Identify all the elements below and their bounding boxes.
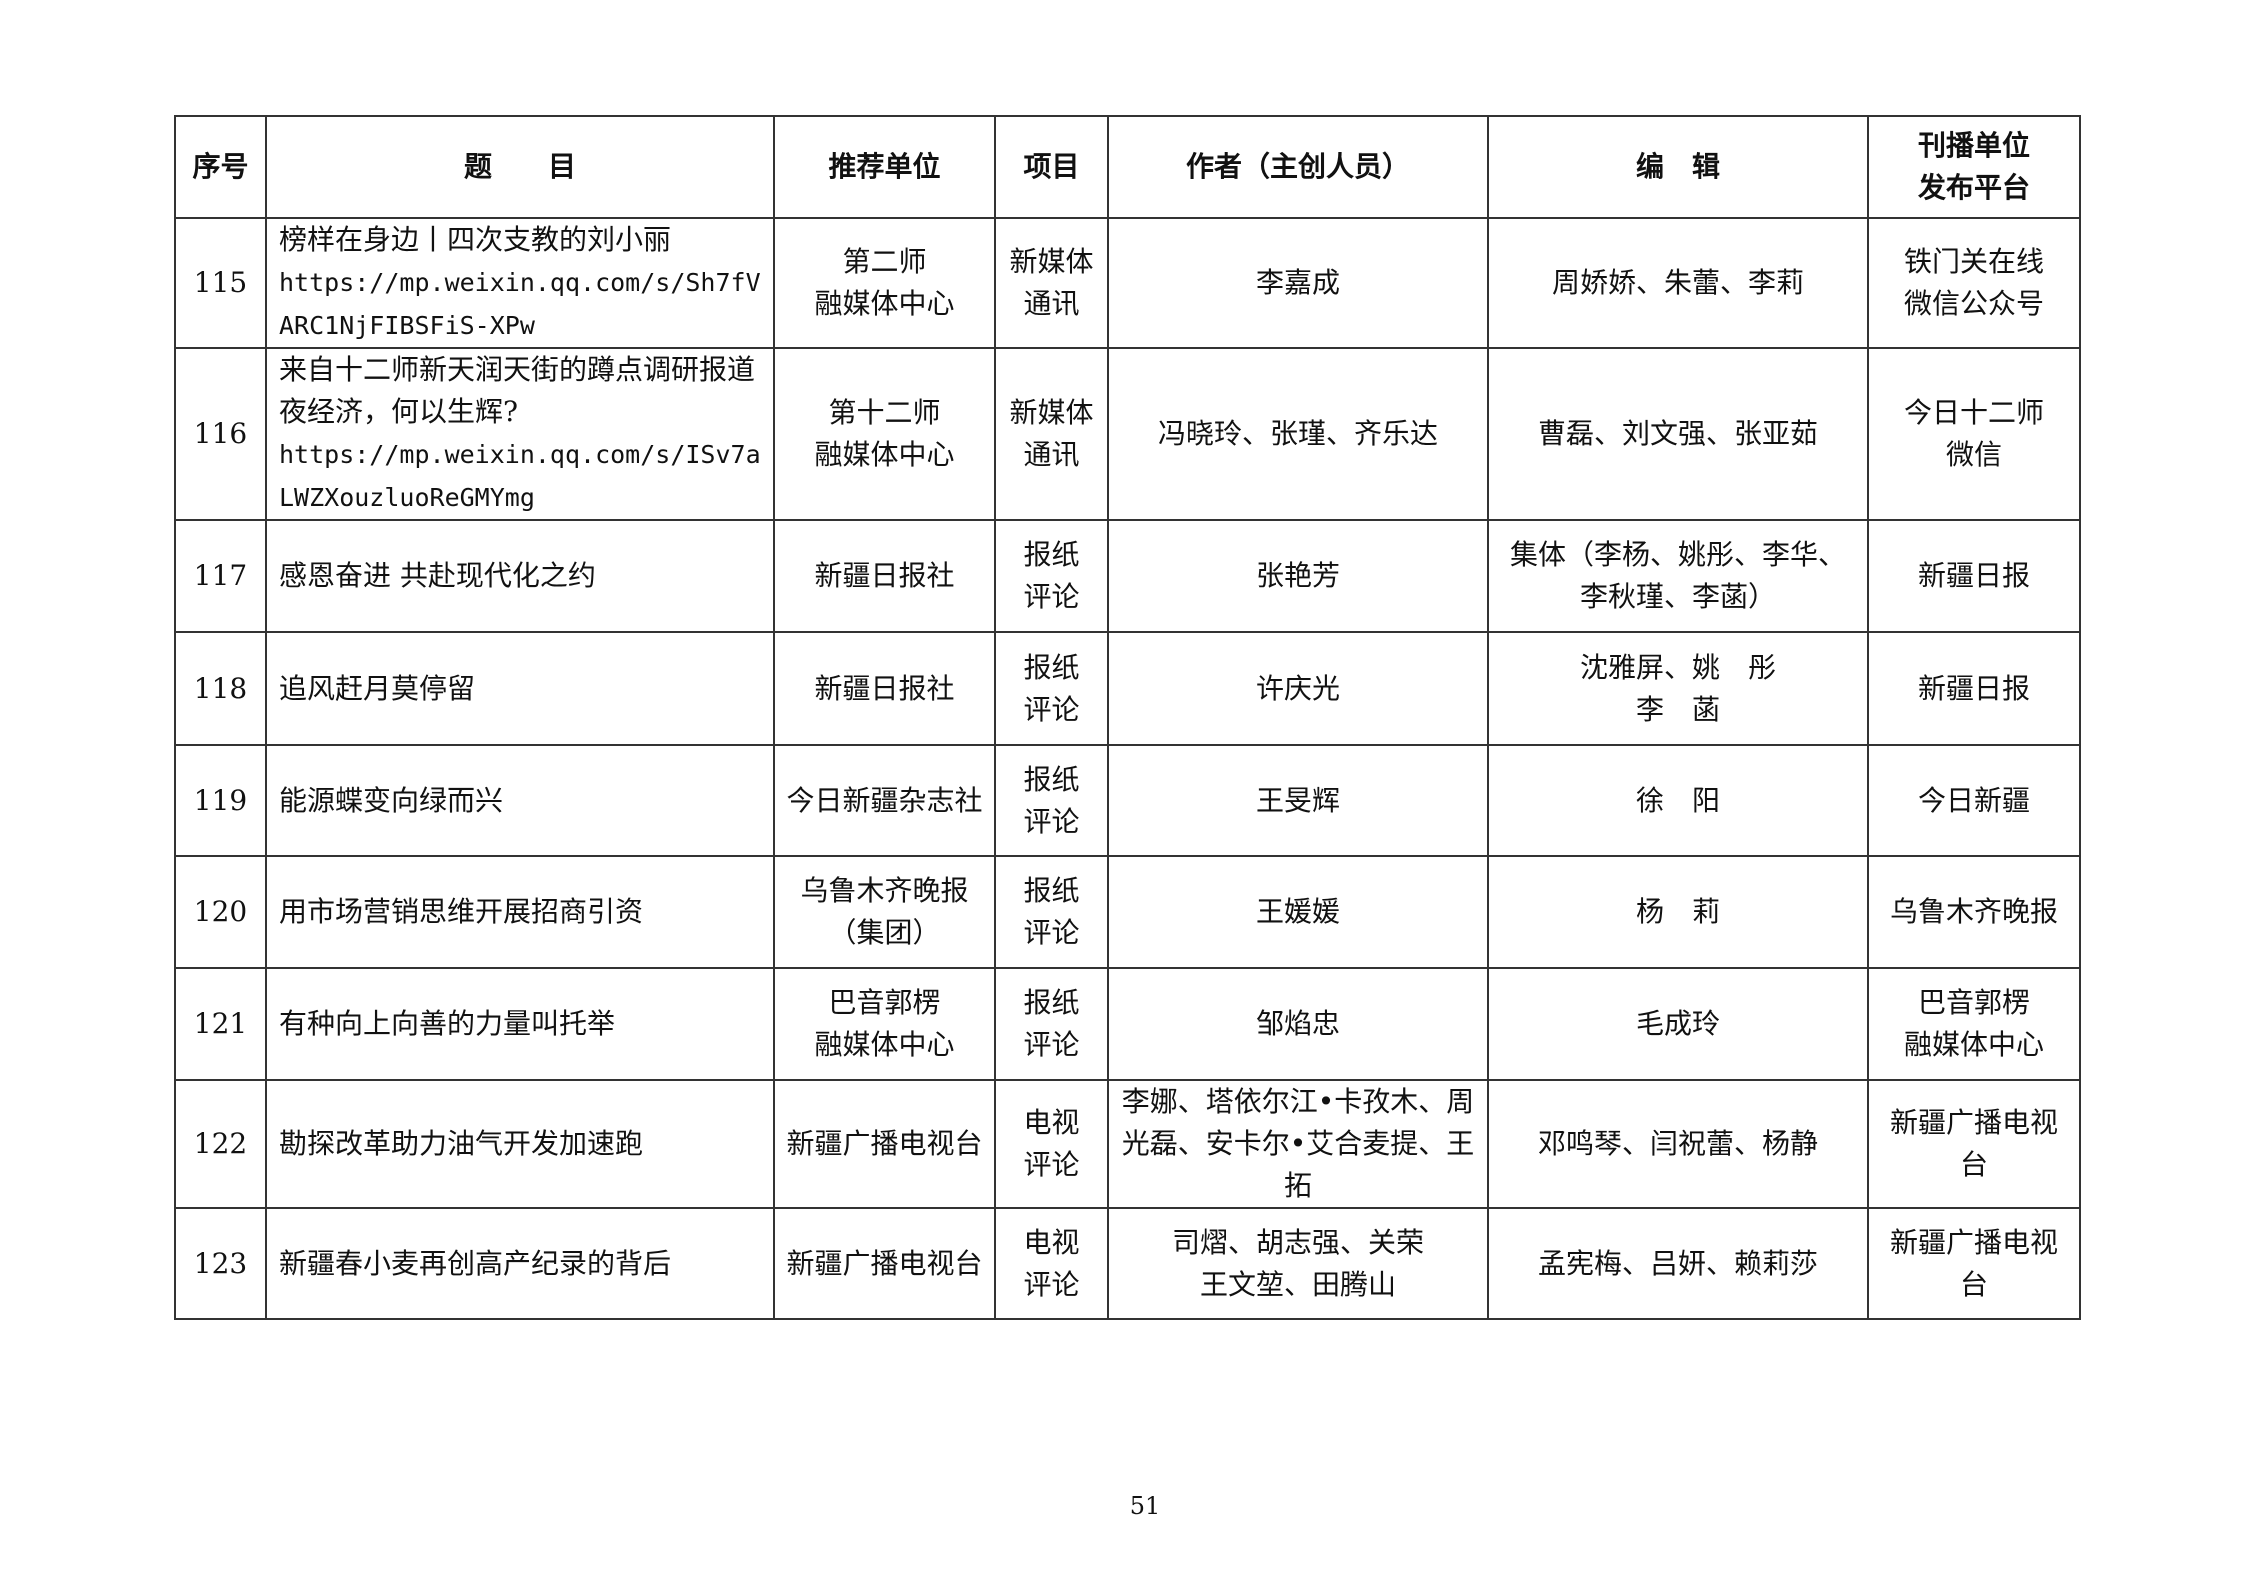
article-link[interactable]: https://mp.weixin.qq.com/s/Sh7fVARC1NjFI…: [279, 268, 761, 340]
title-text: 用市场营销思维开展招商引资: [279, 895, 644, 928]
cell-author: 王媛媛: [1107, 855, 1489, 969]
cell-editor: 徐 阳: [1487, 744, 1869, 857]
header-number: 序号: [174, 115, 267, 219]
header-unit: 推荐单位: [773, 115, 996, 219]
header-platform: 刊播单位 发布平台: [1867, 115, 2081, 219]
cell-editor: 曹磊、刘文强、张亚茹: [1487, 347, 1869, 521]
cell-author: 李嘉成: [1107, 217, 1489, 349]
title-text: 能源蝶变向绿而兴: [279, 783, 504, 817]
cell-number: 123: [174, 1207, 267, 1320]
table-row: 120 用市场营销思维开展招商引资 乌鲁木齐晚报 （集团） 报纸 评论 王媛媛杨 莉乌鲁…: [174, 855, 2081, 969]
cell-unit: 第二师 融媒体中心: [773, 217, 996, 349]
cell-title: 用市场营销思维开展招商引资: [265, 855, 775, 969]
cell-title: 感恩奋进 共赴现代化之约: [265, 519, 775, 633]
table-row: 118 追风赶月莫停留 新疆日报社 报纸 评论 许庆光 沈雅屏、姚 彤 李 菡新疆日报: [174, 631, 2081, 746]
cell-item: 报纸 评论: [994, 967, 1109, 1081]
table-row: 115 榜样在身边丨四次支教的刘小丽 https://mp.weixin.qq.co…: [174, 217, 2081, 349]
cell-editor: 毛成玲: [1487, 967, 1869, 1081]
cell-title: 有种向上向善的力量叫托举: [265, 967, 775, 1081]
cell-title: 能源蝶变向绿而兴: [265, 744, 775, 857]
cell-unit: 新疆广播电视台: [773, 1079, 996, 1209]
cell-item: 报纸 评论: [994, 744, 1109, 857]
cell-author: 张艳芳: [1107, 519, 1489, 633]
cell-title: 来自十二师新天润天街的蹲点调研报道 夜经济，何以生辉? https://mp.we…: [265, 347, 775, 521]
title-text: 追风赶月莫停留: [279, 671, 476, 705]
cell-number: 120: [174, 855, 267, 969]
cell-platform: 今日新疆: [1867, 744, 2081, 857]
cell-number: 119: [174, 744, 267, 857]
cell-title: 榜样在身边丨四次支教的刘小丽 https://mp.weixin.qq.com/s…: [265, 217, 775, 349]
cell-title: 新疆春小麦再创高产纪录的背后: [265, 1207, 775, 1320]
table-row: 117 感恩奋进 共赴现代化之约 新疆日报社 报纸 评论 张艳芳 集体（李杨、姚彤、李华、…: [174, 519, 2081, 633]
cell-author: 许庆光: [1107, 631, 1489, 746]
cell-item: 电视 评论: [994, 1207, 1109, 1320]
page-number: 51: [1129, 1492, 1161, 1520]
cell-item: 报纸 评论: [994, 855, 1109, 969]
cell-editor: 邓鸣琴、闫祝蕾、杨静: [1487, 1079, 1869, 1209]
header-item: 项目: [994, 115, 1109, 219]
cell-editor: 孟宪梅、吕妍、赖莉莎: [1487, 1207, 1869, 1320]
cell-platform: 今日十二师 微信: [1867, 347, 2081, 521]
cell-platform: 铁门关在线 微信公众号: [1867, 217, 2081, 349]
cell-platform: 新疆日报: [1867, 519, 2081, 633]
header-row: 序号 题 目 推荐单位 项目 作者（主创人员） 编 辑 刊播单位 发布平台: [174, 115, 2081, 219]
cell-unit: 第十二师 融媒体中心: [773, 347, 996, 521]
cell-number: 122: [174, 1079, 267, 1209]
cell-editor: 周娇娇、朱蕾、李莉: [1487, 217, 1869, 349]
cell-item: 电视 评论: [994, 1079, 1109, 1209]
table-row: 123 新疆春小麦再创高产纪录的背后 新疆广播电视台 电视 评论 司熠、胡志强、关荣 王…: [174, 1207, 2081, 1320]
header-editor: 编 辑: [1487, 115, 1869, 219]
cell-item: 新媒体 通讯: [994, 217, 1109, 349]
cell-unit: 新疆日报社: [773, 519, 996, 633]
cell-platform: 巴音郭楞 融媒体中心: [1867, 967, 2081, 1081]
cell-number: 117: [174, 519, 267, 633]
cell-number: 115: [174, 217, 267, 349]
table-row: 119 能源蝶变向绿而兴 今日新疆杂志社 报纸 评论 王旻辉徐 阳今日新疆: [174, 744, 2081, 857]
awards-table: 序号 题 目 推荐单位 项目 作者（主创人员） 编 辑 刊播单位 发布平台 11…: [174, 115, 2081, 1320]
cell-unit: 巴音郭楞 融媒体中心: [773, 967, 996, 1081]
cell-unit: 新疆日报社: [773, 631, 996, 746]
cell-author: 冯晓玲、张瑾、齐乐达: [1107, 347, 1489, 521]
cell-platform: 新疆广播电视台: [1867, 1207, 2081, 1320]
cell-editor: 沈雅屏、姚 彤 李 菡: [1487, 631, 1869, 746]
cell-item: 报纸 评论: [994, 519, 1109, 633]
cell-platform: 新疆广播电视台: [1867, 1079, 2081, 1209]
title-text: 榜样在身边丨四次支教的刘小丽: [279, 223, 672, 256]
cell-item: 新媒体 通讯: [994, 347, 1109, 521]
cell-item: 报纸 评论: [994, 631, 1109, 746]
cell-author: 李娜、塔依尔江•卡孜木、周光磊、安卡尔•艾合麦提、王拓: [1107, 1079, 1489, 1209]
cell-author: 邹焰忠: [1107, 967, 1489, 1081]
title-text: 新疆春小麦再创高产纪录的背后: [279, 1246, 672, 1280]
cell-unit: 今日新疆杂志社: [773, 744, 996, 857]
table-row: 116 来自十二师新天润天街的蹲点调研报道 夜经济，何以生辉? https://mp…: [174, 347, 2081, 521]
cell-editor: 集体（李杨、姚彤、李华、李秋瑾、李菡）: [1487, 519, 1869, 633]
cell-platform: 乌鲁木齐晚报: [1867, 855, 2081, 969]
cell-editor: 杨 莉: [1487, 855, 1869, 969]
cell-author: 王旻辉: [1107, 744, 1489, 857]
title-text: 勘探改革助力油气开发加速跑: [279, 1127, 644, 1160]
header-author: 作者（主创人员）: [1107, 115, 1489, 219]
title-text: 来自十二师新天润天街的蹲点调研报道 夜经济，何以生辉?: [279, 353, 756, 428]
cell-title: 勘探改革助力油气开发加速跑: [265, 1079, 775, 1209]
table-row: 121 有种向上向善的力量叫托举 巴音郭楞 融媒体中心 报纸 评论 邹焰忠 毛成玲 巴音郭楞…: [174, 967, 2081, 1081]
cell-number: 118: [174, 631, 267, 746]
title-text: 有种向上向善的力量叫托举: [279, 1007, 616, 1040]
cell-number: 121: [174, 967, 267, 1081]
title-text: 感恩奋进 共赴现代化之约: [279, 559, 596, 592]
header-title: 题 目: [265, 115, 775, 219]
cell-author: 司熠、胡志强、关荣 王文堃、田腾山: [1107, 1207, 1489, 1320]
table-row: 122 勘探改革助力油气开发加速跑 新疆广播电视台 电视 评论 李娜、塔依尔江•卡孜木、…: [174, 1079, 2081, 1209]
cell-platform: 新疆日报: [1867, 631, 2081, 746]
article-link[interactable]: https://mp.weixin.qq.com/s/ISv7aLWZXouzl…: [279, 440, 761, 512]
cell-unit: 乌鲁木齐晚报 （集团）: [773, 855, 996, 969]
cell-unit: 新疆广播电视台: [773, 1207, 996, 1320]
cell-number: 116: [174, 347, 267, 521]
cell-title: 追风赶月莫停留: [265, 631, 775, 746]
